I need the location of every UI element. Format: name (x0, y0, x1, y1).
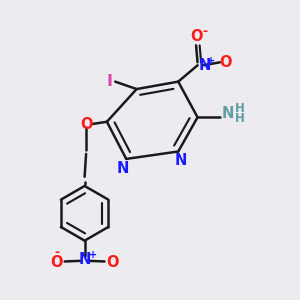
Text: -: - (202, 25, 208, 38)
Text: O: O (51, 255, 63, 270)
Text: N: N (174, 154, 187, 169)
Text: O: O (190, 29, 203, 44)
Text: H: H (235, 102, 245, 115)
Text: +: + (89, 250, 98, 260)
Text: O: O (106, 255, 118, 270)
Text: -: - (54, 246, 59, 259)
Text: N: N (79, 253, 92, 268)
Text: +: + (207, 56, 215, 66)
Text: N: N (117, 161, 129, 176)
Text: N: N (198, 58, 211, 74)
Text: O: O (80, 117, 92, 132)
Text: H: H (235, 112, 245, 125)
Text: I: I (107, 74, 113, 89)
Text: O: O (219, 55, 232, 70)
Text: N: N (221, 106, 234, 121)
